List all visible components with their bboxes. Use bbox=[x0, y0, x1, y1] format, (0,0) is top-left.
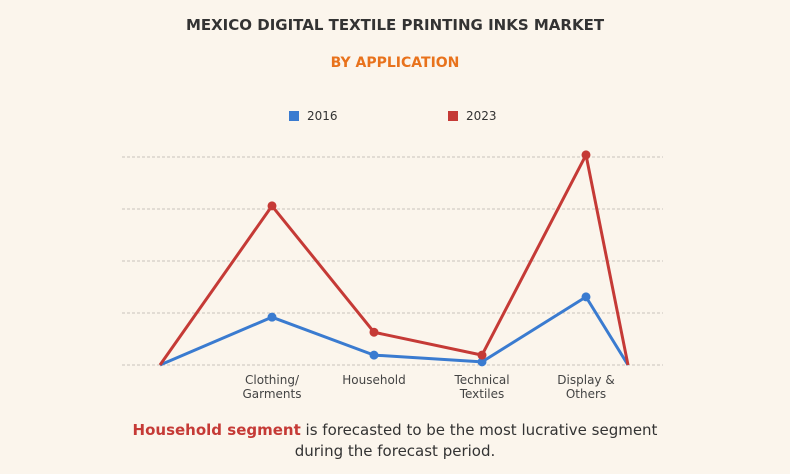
x-tick-label: Household bbox=[342, 373, 406, 387]
data-point bbox=[477, 357, 487, 367]
legend-swatch bbox=[289, 111, 299, 121]
data-point bbox=[369, 350, 379, 360]
series-line bbox=[159, 295, 630, 367]
chart-subtitle: BY APPLICATION bbox=[330, 55, 460, 71]
data-point bbox=[369, 327, 379, 337]
data-point bbox=[581, 292, 591, 302]
footer-highlight: Household segment bbox=[132, 421, 301, 439]
legend-item: 2016 bbox=[289, 109, 338, 123]
legend-label: 2023 bbox=[466, 109, 497, 123]
legend-label: 2016 bbox=[307, 109, 338, 123]
data-point bbox=[267, 201, 277, 211]
x-tick-label: Clothing/ Garments bbox=[242, 373, 302, 401]
x-tick-label: Display & Others bbox=[557, 373, 615, 401]
series-line bbox=[158, 153, 630, 366]
x-tick-label: Technical Textiles bbox=[454, 373, 510, 401]
chart-title: MEXICO DIGITAL TEXTILE PRINTING INKS MAR… bbox=[185, 16, 605, 34]
footer-text: is forecasted to be the most lucrative s… bbox=[294, 421, 658, 460]
legend-swatch bbox=[448, 111, 458, 121]
data-point bbox=[267, 312, 277, 322]
footer: Household segment is forecasted to be th… bbox=[0, 420, 790, 462]
legend-item: 2023 bbox=[448, 109, 497, 123]
data-point bbox=[477, 350, 487, 360]
data-point bbox=[581, 150, 591, 160]
